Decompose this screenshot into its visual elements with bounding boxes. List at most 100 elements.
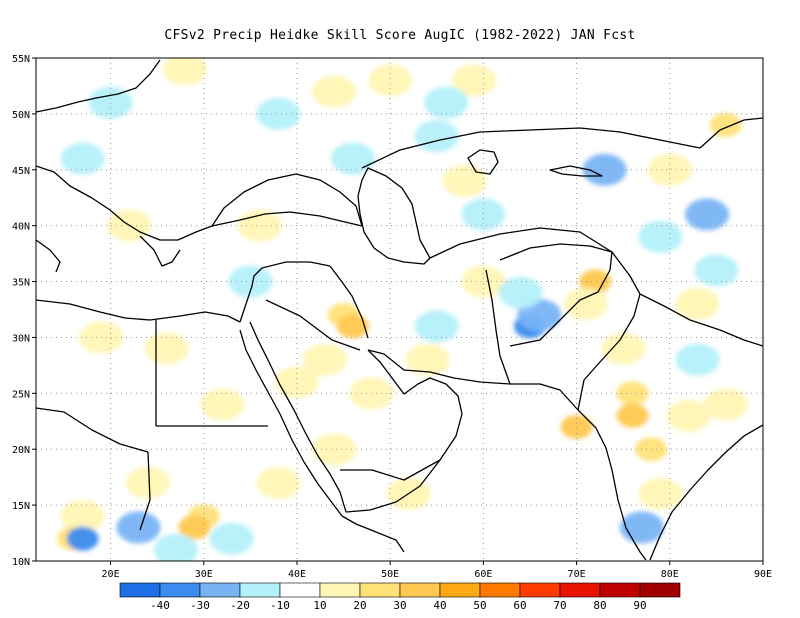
- border-iraq-iran: [329, 265, 369, 339]
- skill-blob: [228, 265, 273, 298]
- coastline-india-west: [577, 409, 647, 561]
- coastline-red-sea-west: [239, 329, 343, 517]
- lat-tick-label: 55N: [12, 54, 30, 65]
- skill-blob: [694, 254, 739, 287]
- skill-blob: [256, 97, 301, 130]
- skill-blob: [498, 276, 543, 309]
- colorbar-label: 40: [433, 599, 446, 612]
- colorbar-label: 50: [473, 599, 486, 612]
- border-pakistan-india: [577, 251, 641, 411]
- lon-tick-label: 20E: [102, 569, 120, 580]
- lon-tick-label: 30E: [195, 569, 213, 580]
- skill-blob: [368, 64, 413, 97]
- skill-blob: [424, 86, 469, 119]
- colorbar-swatch: [119, 582, 161, 598]
- colorbar-label: -30: [190, 599, 210, 612]
- coastline-baltic: [36, 59, 161, 113]
- skill-blob: [601, 332, 646, 365]
- lat-tick-label: 40N: [12, 222, 30, 233]
- skill-blob: [200, 388, 245, 421]
- skill-blob: [405, 343, 450, 376]
- colorbar-swatch: [599, 582, 641, 598]
- skill-blob: [685, 198, 730, 231]
- skill-blob: [163, 58, 208, 86]
- coastline-greece: [139, 235, 181, 267]
- skill-blob: [579, 269, 612, 294]
- colorbar-swatch: [239, 582, 281, 598]
- colorbar-label: 80: [593, 599, 606, 612]
- skill-blob: [647, 153, 692, 186]
- skill-blob: [178, 515, 211, 540]
- coastline-europe: [36, 165, 213, 241]
- colorbar-swatch: [399, 582, 441, 598]
- colorbar-label: 10: [313, 599, 326, 612]
- colorbar-swatch: [359, 582, 401, 598]
- border-china-india: [639, 293, 763, 347]
- coastline-turkey-north: [211, 211, 363, 227]
- skill-blob: [709, 113, 742, 138]
- colorbar-swatch: [439, 582, 481, 598]
- skill-blob: [461, 265, 506, 298]
- border-iran-east: [485, 269, 511, 385]
- skill-blob: [638, 220, 683, 253]
- skill-blob: [638, 477, 683, 510]
- border-saudi-north: [265, 299, 361, 351]
- skill-blob: [414, 310, 459, 343]
- border-uzbek: [429, 227, 613, 259]
- lat-tick-label: 30N: [12, 333, 30, 344]
- colorbar-label: 30: [393, 599, 406, 612]
- skill-blob: [60, 500, 105, 533]
- colorbar-label: -10: [270, 599, 290, 612]
- lat-tick-label: 35N: [12, 278, 30, 289]
- lat-tick-label: 20N: [12, 445, 30, 456]
- skill-blob: [336, 314, 369, 339]
- skill-blob: [461, 198, 506, 231]
- colorbar-swatch: [519, 582, 561, 598]
- lon-tick-label: 70E: [568, 569, 586, 580]
- skill-blob: [256, 466, 301, 499]
- lake-balkhash: [549, 165, 603, 177]
- lat-tick-label: 50N: [12, 110, 30, 121]
- skill-blob: [274, 366, 319, 399]
- colorbar-label: 70: [553, 599, 566, 612]
- skill-blob: [675, 287, 720, 320]
- skill-blob: [312, 433, 357, 466]
- coastline-arabia-west: [249, 321, 347, 513]
- coastline-persian-gulf: [367, 349, 463, 415]
- skill-blob: [60, 142, 105, 175]
- skill-blob: [560, 414, 593, 439]
- skill-blob: [442, 164, 487, 197]
- map-frame: [35, 57, 764, 562]
- skill-blob: [66, 526, 99, 551]
- border-sudan-chad: [139, 451, 151, 531]
- colorbar-swatch: [159, 582, 201, 598]
- colorbar-swatch: [199, 582, 241, 598]
- skill-blob: [675, 343, 720, 376]
- skill-blob: [330, 142, 375, 175]
- skill-blob: [616, 403, 649, 428]
- coastline-india-east: [649, 424, 763, 561]
- black-sea: [211, 173, 363, 227]
- lat-tick-label: 45N: [12, 166, 30, 177]
- colorbar-label: -40: [150, 599, 170, 612]
- skill-blob: [582, 153, 627, 186]
- map-title: CFSv2 Precip Heidke Skill Score AugIC (1…: [164, 28, 636, 43]
- lon-tick-label: 40E: [288, 569, 306, 580]
- aral-sea: [467, 149, 499, 175]
- border-africa-west: [36, 407, 149, 453]
- skill-blob: [563, 287, 608, 320]
- lat-tick-label: 25N: [12, 389, 30, 400]
- colorbar-swatch: [319, 582, 361, 598]
- coastline-iran-south: [367, 349, 579, 411]
- colorbar-swatch: [479, 582, 521, 598]
- colorbar-label: 60: [513, 599, 526, 612]
- lon-tick-label: 50E: [381, 569, 399, 580]
- skill-blob: [616, 381, 649, 406]
- skill-blob: [666, 399, 711, 432]
- coastline-levant: [239, 267, 263, 323]
- lon-tick-label: 60E: [474, 569, 492, 580]
- lon-tick-label: 80E: [661, 569, 679, 580]
- caspian-sea: [357, 167, 431, 265]
- colorbar-swatch: [559, 582, 601, 598]
